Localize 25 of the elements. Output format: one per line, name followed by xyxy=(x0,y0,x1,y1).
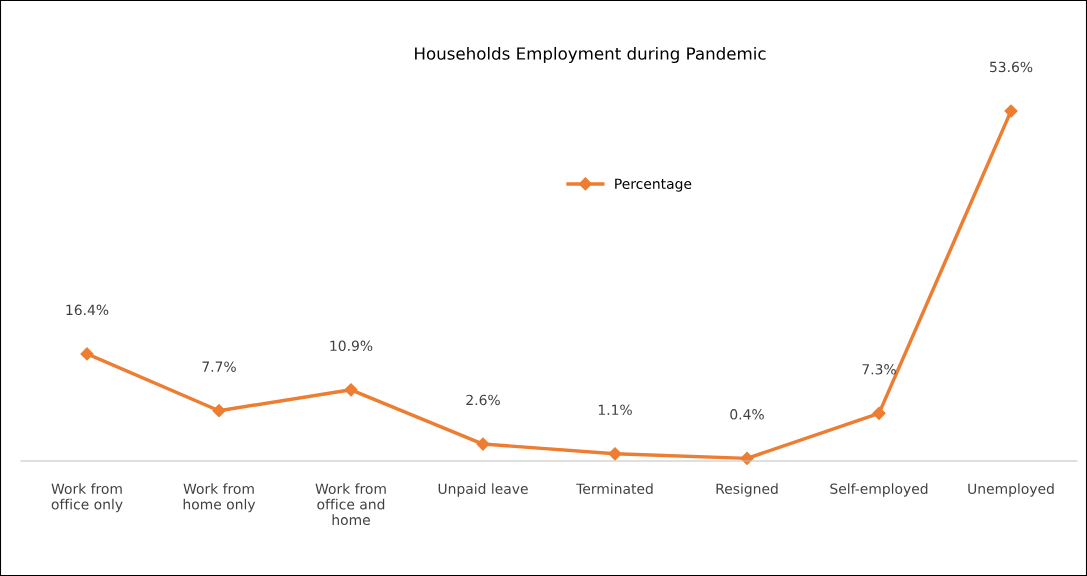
legend-label: Percentage xyxy=(615,178,692,192)
data-label: 7.7% xyxy=(202,361,236,372)
data-label: 16.4% xyxy=(66,304,109,316)
x-tick-label: Work from office only xyxy=(51,483,123,513)
data-label: 0.4% xyxy=(730,409,764,420)
point xyxy=(1004,104,1018,118)
x-tick-label: Terminated xyxy=(576,483,653,494)
x-tick-label: Unemployed xyxy=(968,483,1054,497)
point xyxy=(80,347,94,361)
point xyxy=(476,437,490,451)
chart-title: Households Employment during Pandemic xyxy=(415,46,766,64)
point xyxy=(608,447,622,461)
data-label: 1.1% xyxy=(598,404,632,416)
data-label: 7.3% xyxy=(862,364,896,375)
x-tick-label: Self-employed xyxy=(830,483,928,497)
x-tick-label: Resigned xyxy=(716,483,778,497)
point xyxy=(212,404,226,418)
data-label: 2.6% xyxy=(466,394,500,406)
x-tick-label: Work from office and home xyxy=(315,483,386,526)
data-label: 10.9% xyxy=(330,340,373,352)
point xyxy=(344,383,358,397)
x-tick-label: Work from home only xyxy=(183,483,256,513)
point xyxy=(872,406,886,420)
x-tick-label: Unpaid leave xyxy=(438,483,528,497)
data-label: 53.6% xyxy=(990,61,1033,73)
